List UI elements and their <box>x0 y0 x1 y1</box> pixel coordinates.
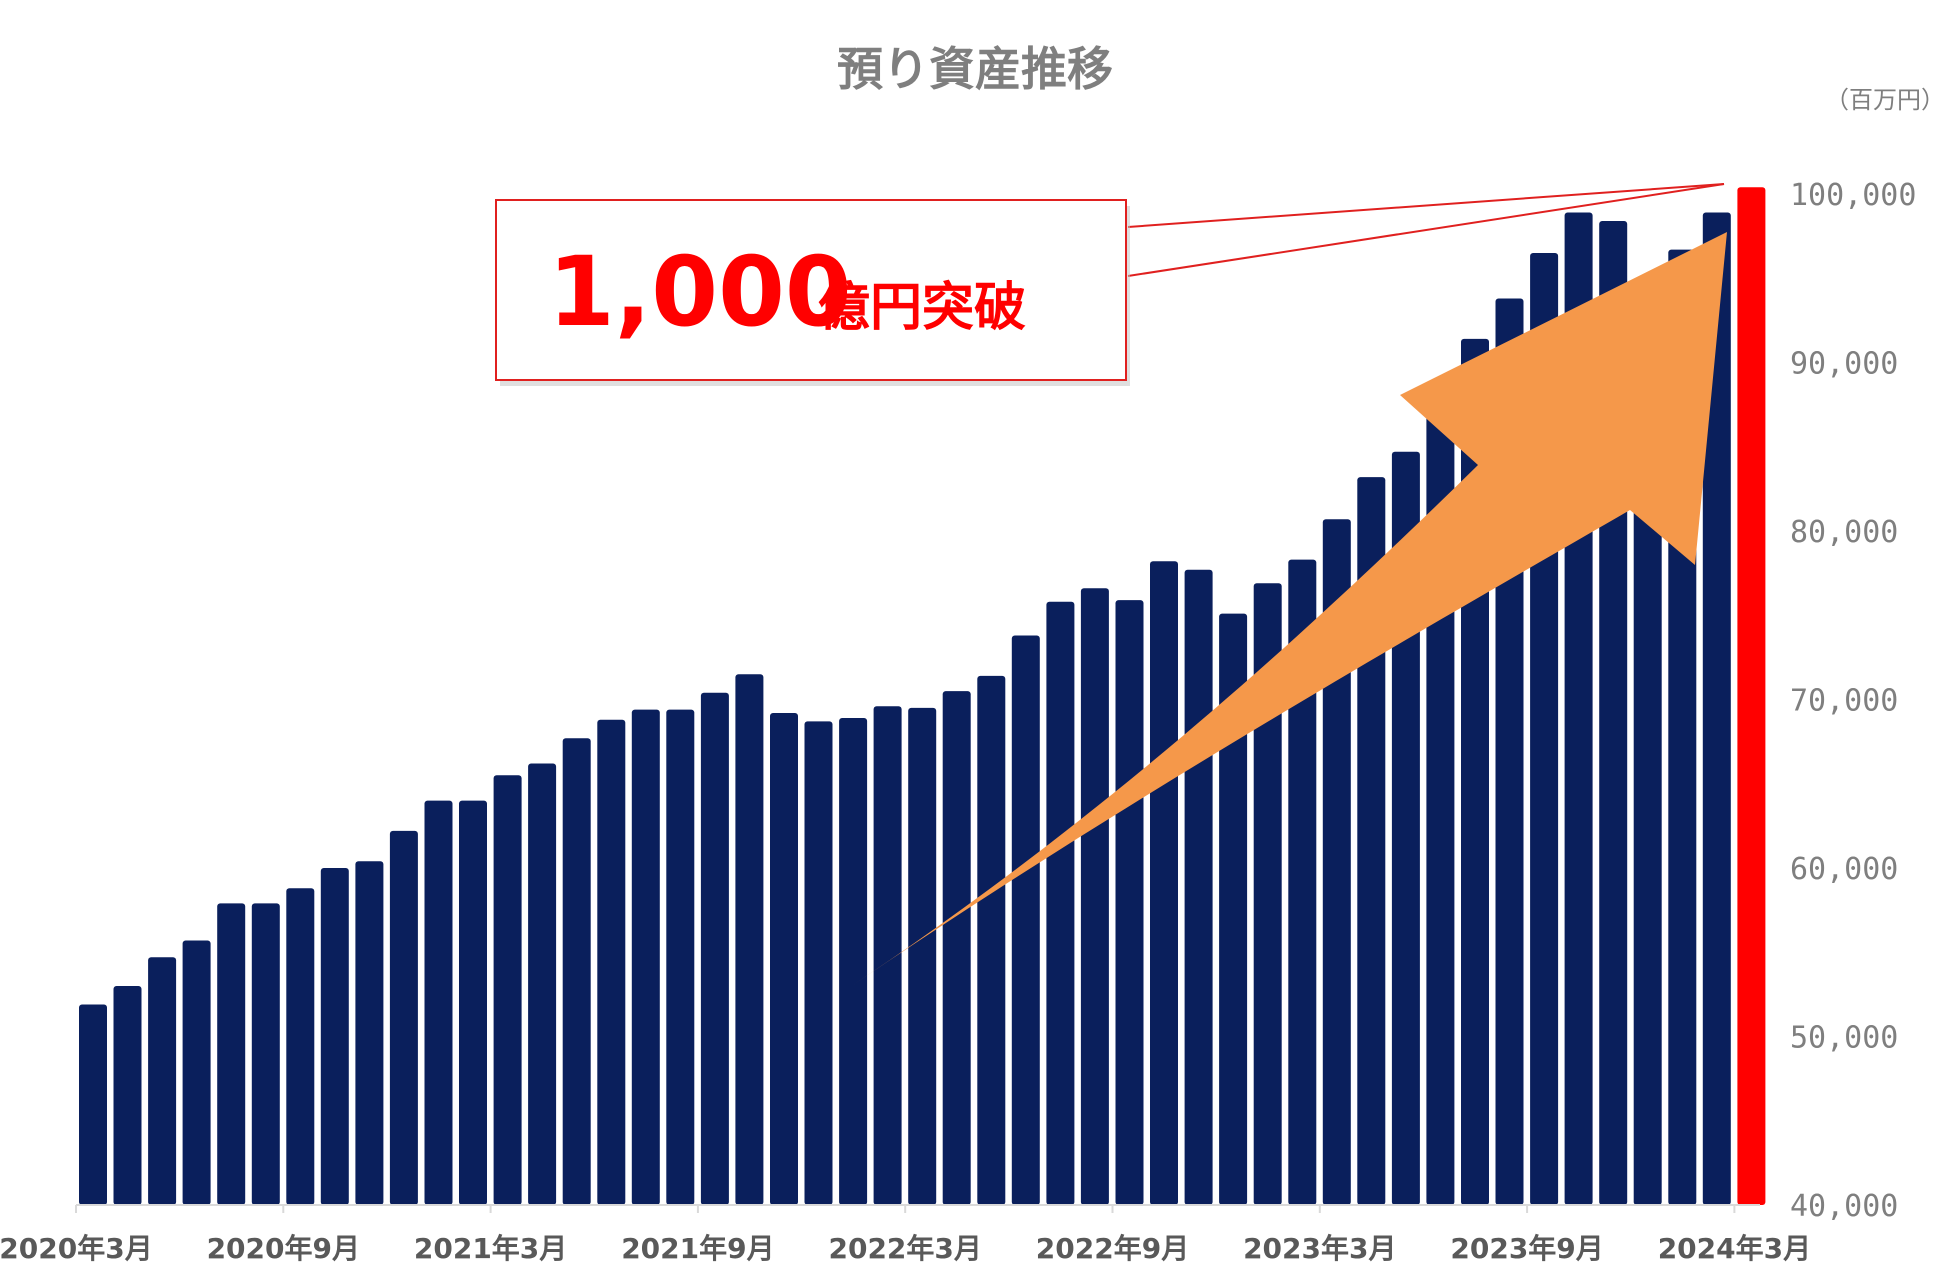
bar <box>1322 519 1351 1205</box>
x-tick-label: 2022年9月 <box>1036 1232 1189 1265</box>
y-tick-label: 80,000 <box>1790 515 1898 550</box>
callout-box: 1,000 億円突破 <box>495 199 1130 386</box>
x-tick-label: 2021年9月 <box>621 1232 774 1265</box>
bar <box>1219 613 1248 1205</box>
bar <box>493 775 522 1205</box>
callout-text: 億円突破 <box>818 278 1026 338</box>
bar <box>320 868 349 1205</box>
y-axis: 100,000 90,000 80,000 70,000 60,000 50,000 40,… <box>1790 178 1916 1224</box>
y-tick-label: 50,000 <box>1790 1021 1898 1056</box>
bar <box>839 718 868 1205</box>
bar <box>113 986 142 1205</box>
bar <box>528 763 557 1205</box>
bar <box>666 709 695 1205</box>
bar <box>1115 600 1144 1205</box>
x-tick-label: 2024年3月 <box>1658 1232 1811 1265</box>
bar <box>631 709 660 1205</box>
callout-connector <box>1127 183 1725 277</box>
bar <box>424 800 453 1205</box>
bar-group <box>79 187 1766 1206</box>
y-tick-label: 70,000 <box>1790 684 1898 719</box>
bar <box>700 692 729 1205</box>
unit-label: （百万円） <box>1825 86 1945 114</box>
x-tick-label: 2021年3月 <box>414 1232 567 1265</box>
x-axis: 2020年3月 2020年9月 2021年3月 2021年9月 2022年3月 2022年… <box>0 1205 1811 1265</box>
bar <box>251 903 280 1205</box>
bar <box>389 830 418 1205</box>
bar <box>79 1004 107 1205</box>
bar <box>459 800 487 1205</box>
y-tick-label: 90,000 <box>1790 347 1898 382</box>
y-tick-label: 40,000 <box>1790 1189 1898 1224</box>
bar <box>148 957 177 1205</box>
x-tick-label: 2020年9月 <box>207 1232 360 1265</box>
bar <box>1046 601 1075 1205</box>
x-tick-label: 2023年9月 <box>1450 1232 1603 1265</box>
bar <box>908 707 937 1205</box>
bar <box>1288 559 1317 1205</box>
bar-highlight <box>1737 187 1766 1206</box>
bar <box>182 940 211 1205</box>
bar <box>355 861 384 1205</box>
bar <box>1702 212 1731 1205</box>
bar <box>1184 569 1213 1205</box>
bar <box>597 719 626 1205</box>
chart-title: 預り資産推移 <box>837 42 1113 96</box>
bar <box>942 691 971 1205</box>
bar <box>1080 588 1109 1205</box>
bar <box>977 675 1006 1205</box>
bar <box>1150 561 1178 1205</box>
bar <box>217 903 246 1205</box>
bar <box>770 713 798 1205</box>
trend-arrow <box>853 232 1727 985</box>
x-tick-label: 2023年3月 <box>1243 1232 1396 1265</box>
bar <box>873 706 902 1205</box>
y-tick-label: 60,000 <box>1790 852 1898 887</box>
bar <box>1253 583 1282 1205</box>
bar <box>286 888 315 1205</box>
callout-number: 1,000 <box>548 236 852 348</box>
bar <box>735 674 764 1205</box>
y-tick-label: 100,000 <box>1790 178 1916 213</box>
bar <box>804 721 833 1205</box>
x-tick-label: 2022年3月 <box>828 1232 981 1265</box>
bar <box>562 738 591 1205</box>
bar <box>1011 635 1040 1205</box>
x-tick-label: 2020年3月 <box>0 1232 153 1265</box>
